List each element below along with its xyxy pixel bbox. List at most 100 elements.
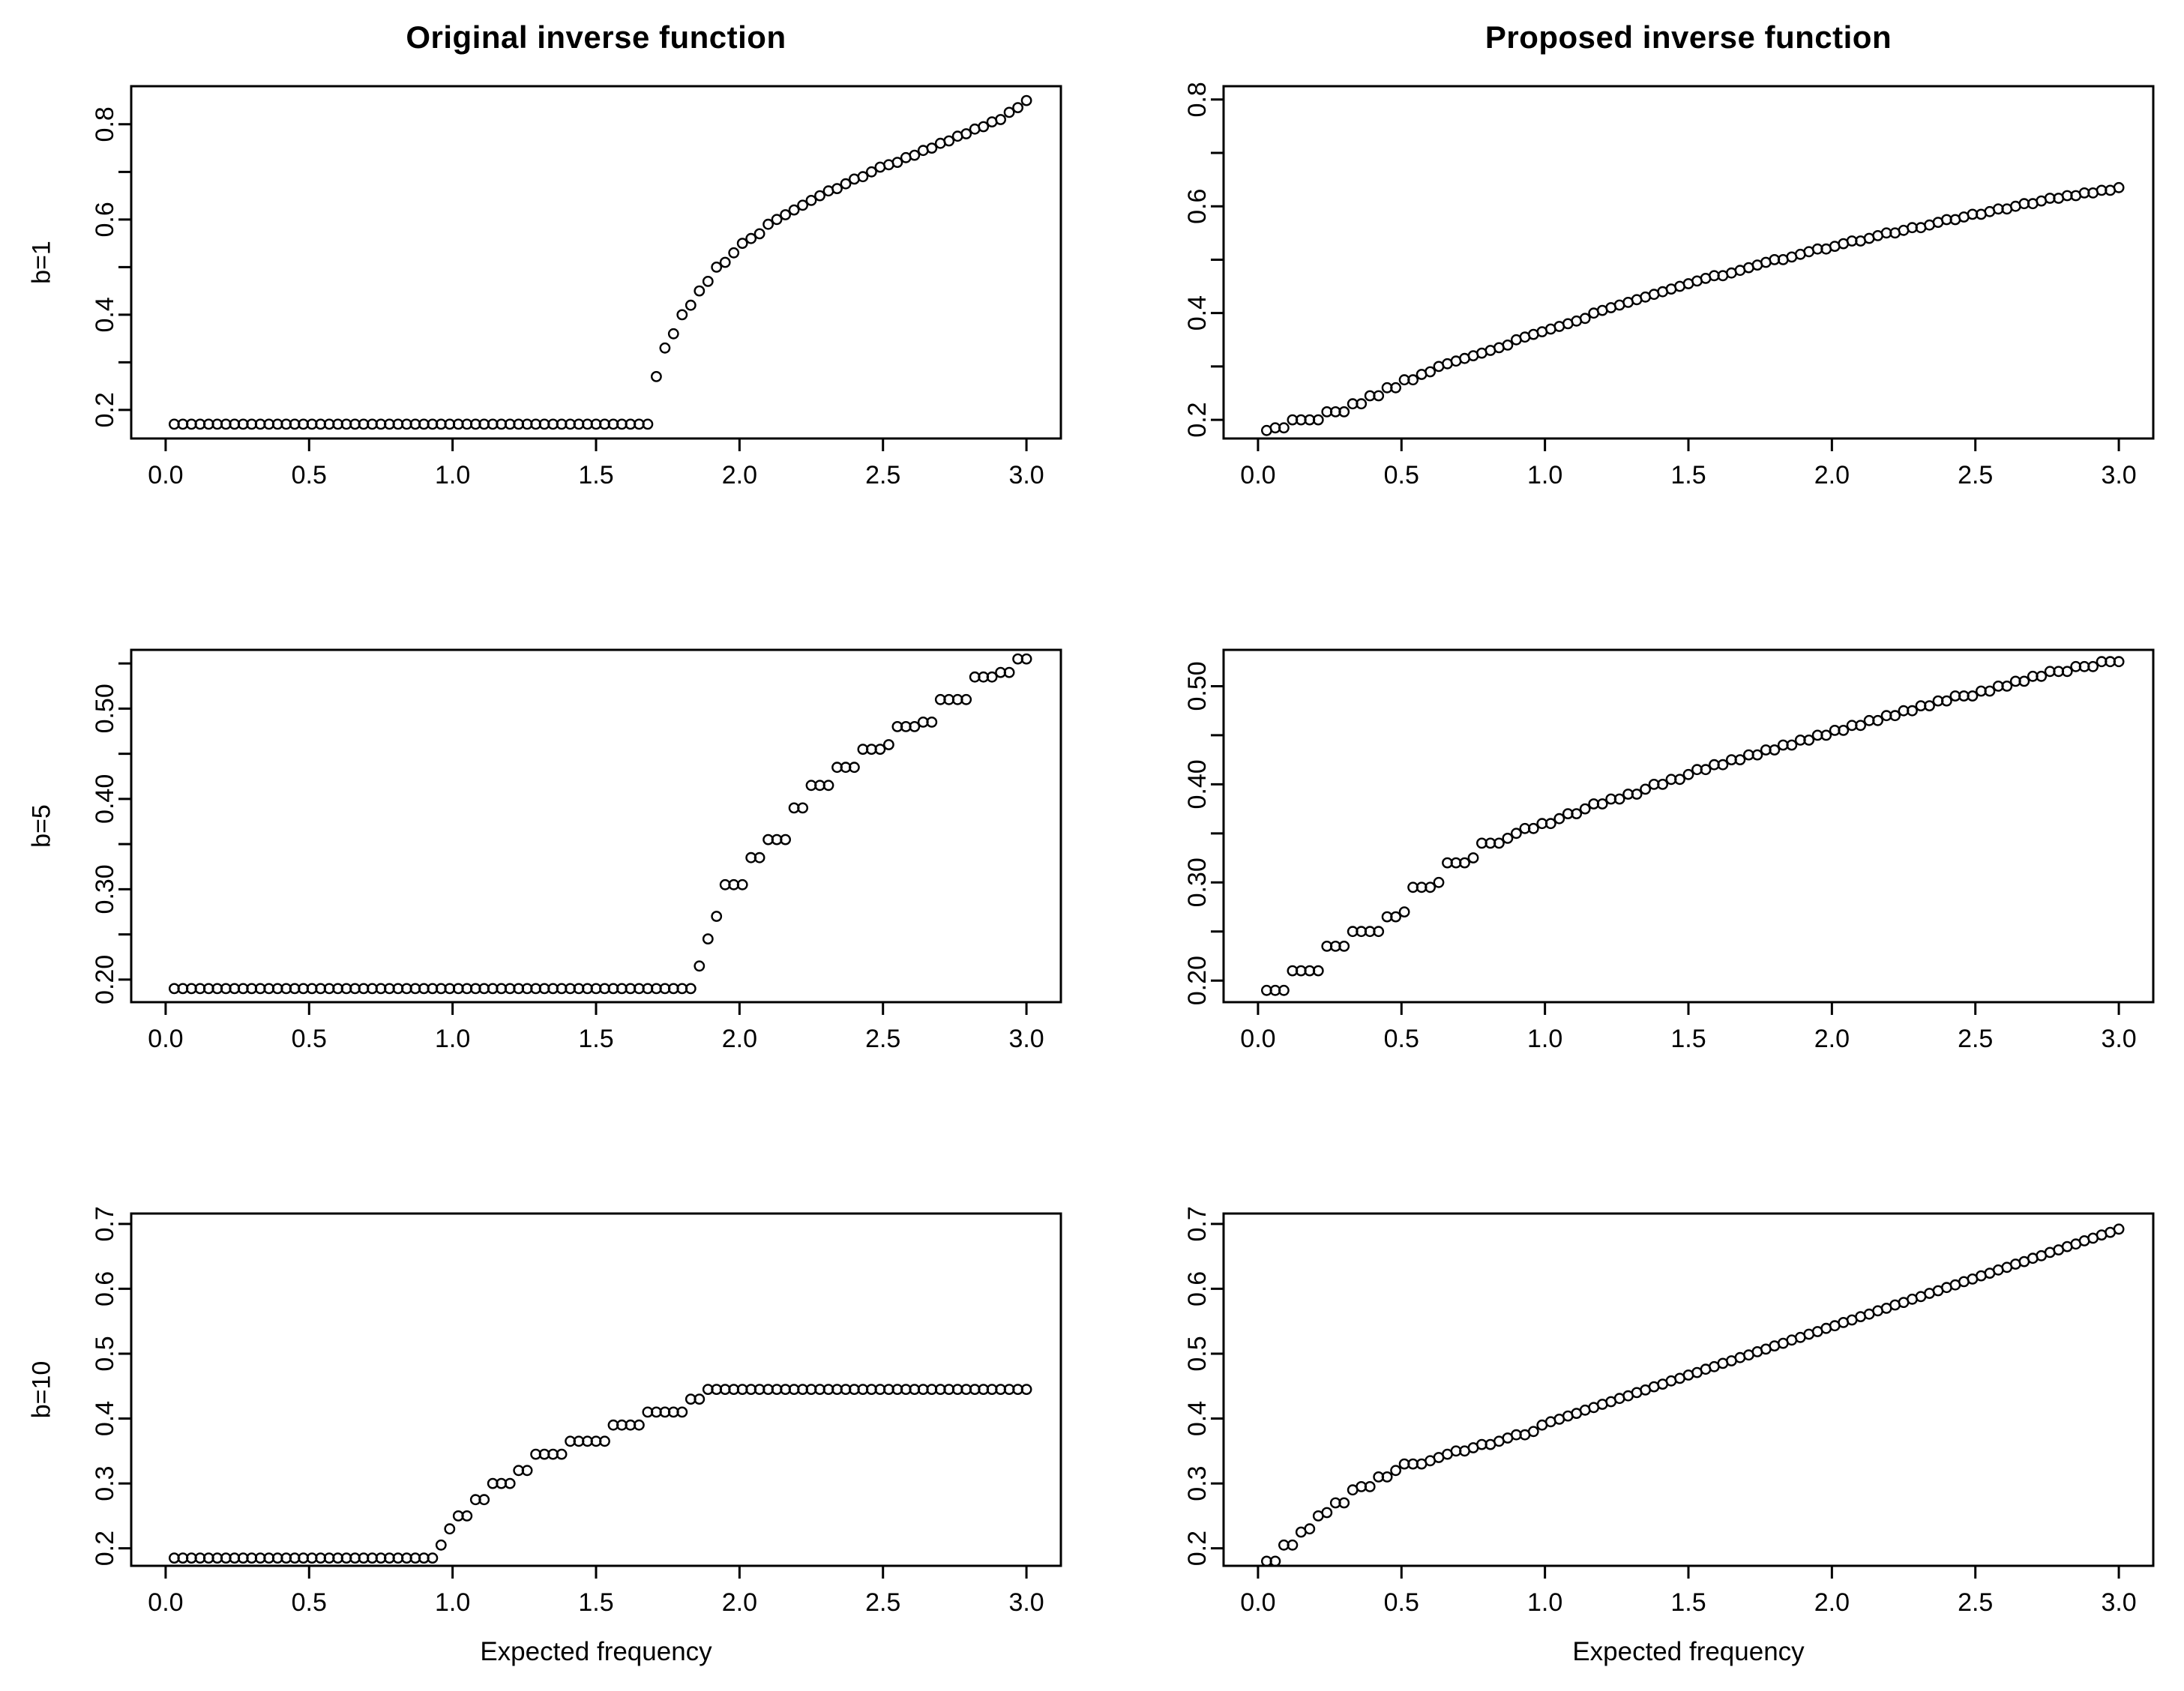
y-tick-label: 0.50: [91, 684, 119, 733]
data-point: [2018, 675, 2030, 687]
y-tick-label: 0.50: [1183, 661, 1212, 711]
data-point: [702, 275, 714, 287]
data-point: [1020, 1384, 1032, 1395]
data-point: [797, 199, 809, 211]
y-tick-label: 0.40: [91, 774, 119, 824]
data-point: [840, 178, 852, 190]
y-tick-label: 0.30: [1183, 857, 1212, 907]
data-point: [599, 1435, 610, 1447]
y-tick-label: 0.20: [91, 955, 119, 1004]
x-tick-label: 0.5: [292, 461, 327, 489]
data-point: [2113, 1223, 2125, 1235]
data-point: [521, 1465, 533, 1477]
data-point: [719, 256, 731, 268]
data-point: [728, 247, 740, 259]
y-tick-label: 0.6: [1183, 1271, 1212, 1306]
data-point: [478, 1494, 490, 1506]
data-point: [1907, 705, 1918, 717]
data-point: [461, 1510, 473, 1522]
plot-box: [1222, 85, 2155, 440]
data-point: [1872, 714, 1884, 726]
y-tick-label: 0.4: [91, 297, 119, 332]
data-point: [1312, 965, 1324, 977]
x-tick-label: 1.0: [1527, 1588, 1562, 1617]
data-point: [1631, 789, 1643, 800]
data-point: [2061, 666, 2073, 678]
data-point: [831, 183, 843, 195]
data-point: [1502, 832, 1514, 844]
x-tick-label: 3.0: [1008, 1588, 1044, 1617]
data-point: [435, 1539, 447, 1551]
data-point: [1012, 102, 1024, 114]
data-point: [909, 720, 921, 732]
x-tick-label: 2.5: [865, 461, 900, 489]
data-point: [986, 671, 998, 683]
y-tick-label: 0.4: [1183, 1401, 1212, 1436]
data-point: [1657, 778, 1668, 790]
data-point: [1553, 813, 1565, 825]
x-tick-label: 1.0: [1527, 1025, 1562, 1053]
data-point: [805, 194, 817, 206]
data-point: [849, 762, 860, 774]
data-point: [711, 911, 723, 922]
x-tick-label: 3.0: [2101, 461, 2136, 489]
data-point: [745, 232, 757, 244]
plot-box: [130, 85, 1062, 440]
data-point: [667, 328, 679, 340]
data-point: [1579, 803, 1591, 815]
data-point: [694, 1393, 706, 1405]
data-point: [1278, 422, 1290, 434]
data-point: [1425, 881, 1436, 893]
x-tick-label: 3.0: [2101, 1025, 2136, 1053]
data-point: [504, 1477, 516, 1489]
x-tick-label: 0.0: [1240, 1025, 1275, 1053]
y-tick-label: 0.5: [1183, 1336, 1212, 1371]
x-tick-label: 0.0: [1240, 461, 1275, 489]
data-point: [1338, 1497, 1350, 1509]
data-point: [1502, 339, 1514, 351]
data-point: [1889, 710, 1901, 722]
y-tick-label: 0.6: [1183, 189, 1212, 224]
data-point: [1398, 906, 1410, 917]
data-point: [427, 1552, 439, 1564]
data-point: [2113, 181, 2125, 193]
y-tick-label: 0.4: [91, 1401, 119, 1436]
data-point: [1717, 759, 1729, 771]
x-tick-label: 0.0: [1240, 1588, 1275, 1617]
data-point: [866, 166, 877, 178]
data-point: [960, 128, 972, 139]
data-point: [1769, 744, 1781, 756]
data-point: [1855, 720, 1866, 732]
data-point: [1338, 406, 1350, 418]
data-point: [1640, 783, 1651, 795]
data-point: [1356, 398, 1368, 410]
data-point: [978, 121, 990, 133]
data-point: [2036, 670, 2048, 682]
plot-box: [130, 648, 1062, 1004]
data-point: [1674, 774, 1685, 786]
data-point: [891, 157, 903, 169]
data-point: [1020, 94, 1032, 106]
x-tick-label: 1.0: [435, 1025, 470, 1053]
data-point: [685, 299, 697, 311]
y-tick-label: 0.8: [91, 106, 119, 142]
x-tick-label: 1.5: [578, 1025, 613, 1053]
data-point: [736, 238, 748, 249]
data-point: [780, 209, 792, 220]
scatter-plot-original-b5: 0.0 0.5 1.0 1.5 2.0 2.5 3.0 0.20 0.30 0.40 0.50: [91, 648, 1062, 1053]
data-point: [1751, 749, 1763, 761]
y-tick-label: 0.2: [91, 1531, 119, 1566]
x-tick-label: 0.0: [148, 461, 183, 489]
data-point: [2113, 656, 2125, 668]
data-point: [1425, 366, 1436, 378]
data-point: [1596, 798, 1608, 810]
data-point: [1003, 666, 1015, 678]
data-point: [1682, 768, 1694, 780]
x-tick-label: 3.0: [1008, 461, 1044, 489]
data-point: [1321, 1507, 1333, 1519]
y-tick-label: 0.3: [1183, 1465, 1212, 1501]
data-point: [736, 878, 748, 890]
scatter-plot-proposed-b1: 0.0 0.5 1.0 1.5 2.0 2.5 3.0 0.2 0.4 0.6 0.8: [1183, 82, 2155, 489]
x-tick-label: 0.5: [292, 1588, 327, 1617]
